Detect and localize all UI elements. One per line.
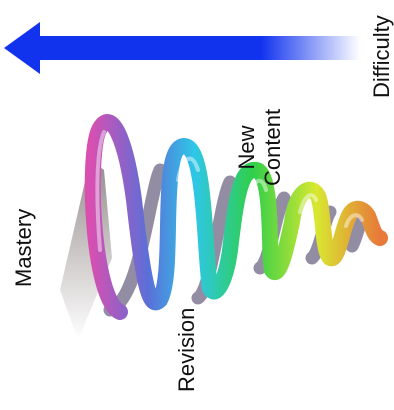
difficulty-arrow (4, 22, 360, 74)
spiral-highlight (95, 130, 364, 252)
difficulty-label: Difficulty (369, 15, 394, 98)
spiral-coil (84, 114, 388, 320)
mastery-label: Mastery (11, 208, 36, 287)
new-content-label: New Content (234, 108, 285, 186)
revision-label: Revision (174, 307, 199, 392)
